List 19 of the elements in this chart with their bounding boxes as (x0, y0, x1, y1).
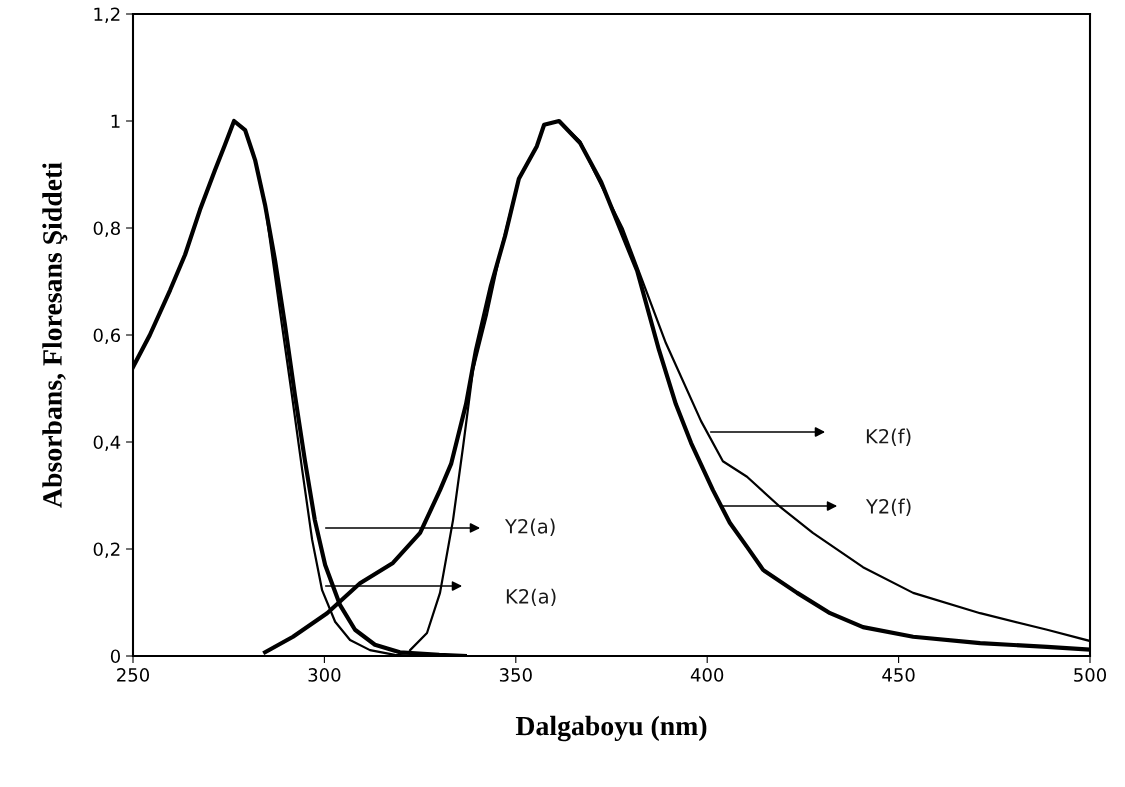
annotation: Y2(f) (865, 498, 911, 516)
x-tick-label: 450 (882, 668, 915, 682)
y-tick-label: 0,2 (93, 542, 120, 558)
y-tick-label: 0,8 (93, 221, 120, 237)
annotation: K2(a) (506, 588, 556, 606)
annotation: K2(f) (866, 428, 911, 446)
x-tick-label: 500 (1074, 668, 1107, 682)
y-tick-label: 0,6 (93, 328, 121, 344)
y-tick-label: 1 (111, 114, 120, 128)
x-tick-label: 400 (690, 668, 724, 682)
annotation: Y2(a) (504, 518, 555, 536)
y-axis-title: Absorbans, Floresans Şiddeti (42, 162, 68, 508)
y-tick-label: 0,4 (93, 435, 121, 451)
x-tick-label: 300 (308, 668, 341, 682)
x-axis-title: Dalgaboyu (nm) (515, 715, 707, 742)
y-tick-label: 0 (110, 649, 120, 664)
x-tick-label: 250 (117, 668, 150, 682)
y-tick-label: 1,2 (94, 7, 120, 23)
x-tick-label: 350 (499, 668, 532, 682)
